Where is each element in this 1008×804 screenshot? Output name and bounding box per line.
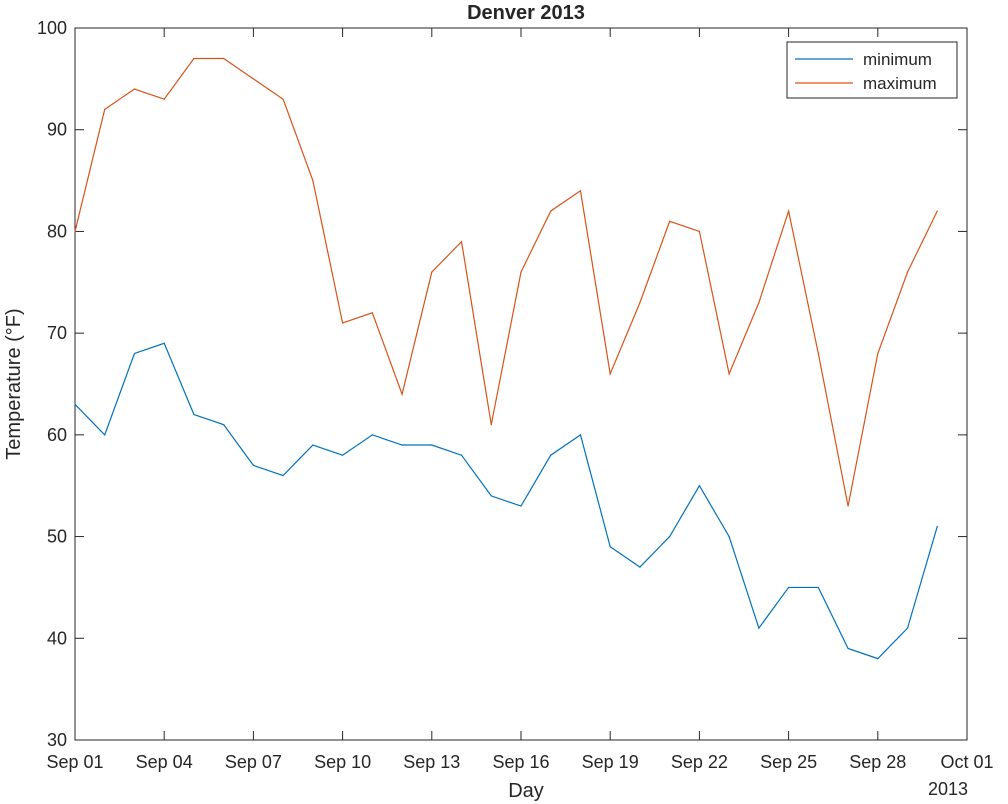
- data-point-maximum: [460, 241, 463, 243]
- y-tick-label: 40: [47, 628, 67, 648]
- data-point-maximum: [490, 424, 492, 426]
- data-point-maximum: [639, 302, 641, 304]
- x-tick-label: Sep 16: [492, 752, 549, 772]
- data-point-minimum: [550, 454, 552, 456]
- data-point-minimum: [223, 424, 225, 426]
- legend-box: [786, 41, 958, 99]
- data-point-minimum: [490, 495, 492, 497]
- data-point-maximum: [579, 190, 582, 192]
- x-tick-label: Sep 07: [225, 752, 282, 772]
- data-point-minimum: [104, 434, 106, 436]
- data-point-maximum: [104, 108, 106, 110]
- x-tick-label: Sep 28: [849, 752, 906, 772]
- x-tick-label: Sep 19: [582, 752, 639, 772]
- data-point-maximum: [282, 98, 284, 100]
- data-point-maximum: [431, 271, 433, 273]
- x-tick-label: Sep 25: [760, 752, 817, 772]
- chart-title: Denver 2013: [467, 2, 585, 24]
- data-point-maximum: [252, 78, 254, 80]
- x-tick-label: Sep 13: [403, 752, 460, 772]
- data-point-minimum: [431, 444, 433, 446]
- data-point-maximum: [401, 393, 403, 395]
- y-tick-label: 70: [47, 323, 67, 343]
- data-point-maximum: [550, 210, 552, 212]
- data-point-minimum: [847, 647, 849, 650]
- data-point-minimum: [74, 403, 76, 405]
- x-tick-label: Sep 22: [671, 752, 728, 772]
- legend-label-maximum: maximum: [863, 74, 937, 93]
- data-point-minimum: [520, 505, 522, 507]
- data-point-minimum: [936, 525, 938, 528]
- data-point-minimum: [728, 535, 730, 538]
- data-point-maximum: [312, 179, 314, 182]
- data-point-maximum: [788, 210, 790, 212]
- data-point-maximum: [906, 271, 909, 273]
- data-point-minimum: [342, 454, 344, 456]
- y-tick-label: 30: [47, 730, 67, 750]
- data-point-maximum: [163, 98, 165, 100]
- y-tick-label: 60: [47, 425, 67, 445]
- data-point-minimum: [788, 586, 790, 589]
- y-tick-label: 80: [47, 221, 67, 241]
- data-point-maximum: [758, 302, 760, 304]
- data-point-maximum: [74, 230, 76, 233]
- data-point-minimum: [906, 627, 909, 629]
- data-point-maximum: [223, 57, 225, 60]
- data-point-maximum: [133, 88, 136, 90]
- data-point-minimum: [669, 535, 671, 538]
- x-axis-label: Day: [508, 780, 544, 802]
- data-point-minimum: [282, 474, 284, 477]
- y-tick-label: 100: [37, 18, 67, 38]
- data-point-maximum: [847, 505, 849, 507]
- x-tick-label: Oct 01: [940, 752, 993, 772]
- plot-area: 30 40 50 60 70 80 90 100 Sep 01 Sep 04 Sep 07 Sep 1…: [37, 18, 994, 772]
- legend: minimum maximum: [786, 41, 958, 99]
- series-line-minimum: [74, 342, 938, 660]
- data-point-maximum: [609, 373, 611, 375]
- data-point-maximum: [936, 210, 938, 212]
- legend-label-minimum: minimum: [863, 50, 932, 69]
- data-point-minimum: [193, 413, 195, 416]
- data-point-maximum: [520, 271, 522, 273]
- y-axis-label: Temperature (°F): [3, 308, 25, 459]
- x-tick-label: Sep 01: [46, 752, 103, 772]
- y-tick-label: 50: [47, 527, 67, 547]
- data-point-maximum: [698, 230, 701, 233]
- data-point-maximum: [877, 352, 879, 355]
- data-point-minimum: [698, 485, 701, 487]
- data-point-minimum: [163, 342, 165, 344]
- data-point-minimum: [312, 444, 314, 446]
- data-point-minimum: [609, 546, 611, 548]
- data-point-minimum: [460, 454, 463, 456]
- x-tick-label: Sep 10: [314, 752, 371, 772]
- series-line-maximum: [74, 57, 938, 507]
- data-point-maximum: [371, 312, 373, 314]
- data-point-minimum: [639, 566, 641, 568]
- data-point-minimum: [817, 586, 819, 589]
- data-point-minimum: [877, 658, 879, 660]
- data-point-maximum: [817, 352, 819, 355]
- data-point-minimum: [401, 444, 403, 446]
- data-point-maximum: [342, 322, 344, 324]
- data-point-maximum: [193, 57, 195, 60]
- data-point-minimum: [371, 434, 373, 436]
- data-point-maximum: [728, 373, 730, 375]
- data-point-minimum: [579, 434, 582, 436]
- data-point-minimum: [133, 352, 136, 355]
- data-point-maximum: [669, 220, 671, 222]
- data-point-minimum: [252, 464, 254, 466]
- y-tick-label: 90: [47, 120, 67, 140]
- data-point-minimum: [758, 627, 760, 629]
- x-tick-label: Sep 04: [136, 752, 193, 772]
- x-axis-year-label: 2013: [928, 779, 968, 799]
